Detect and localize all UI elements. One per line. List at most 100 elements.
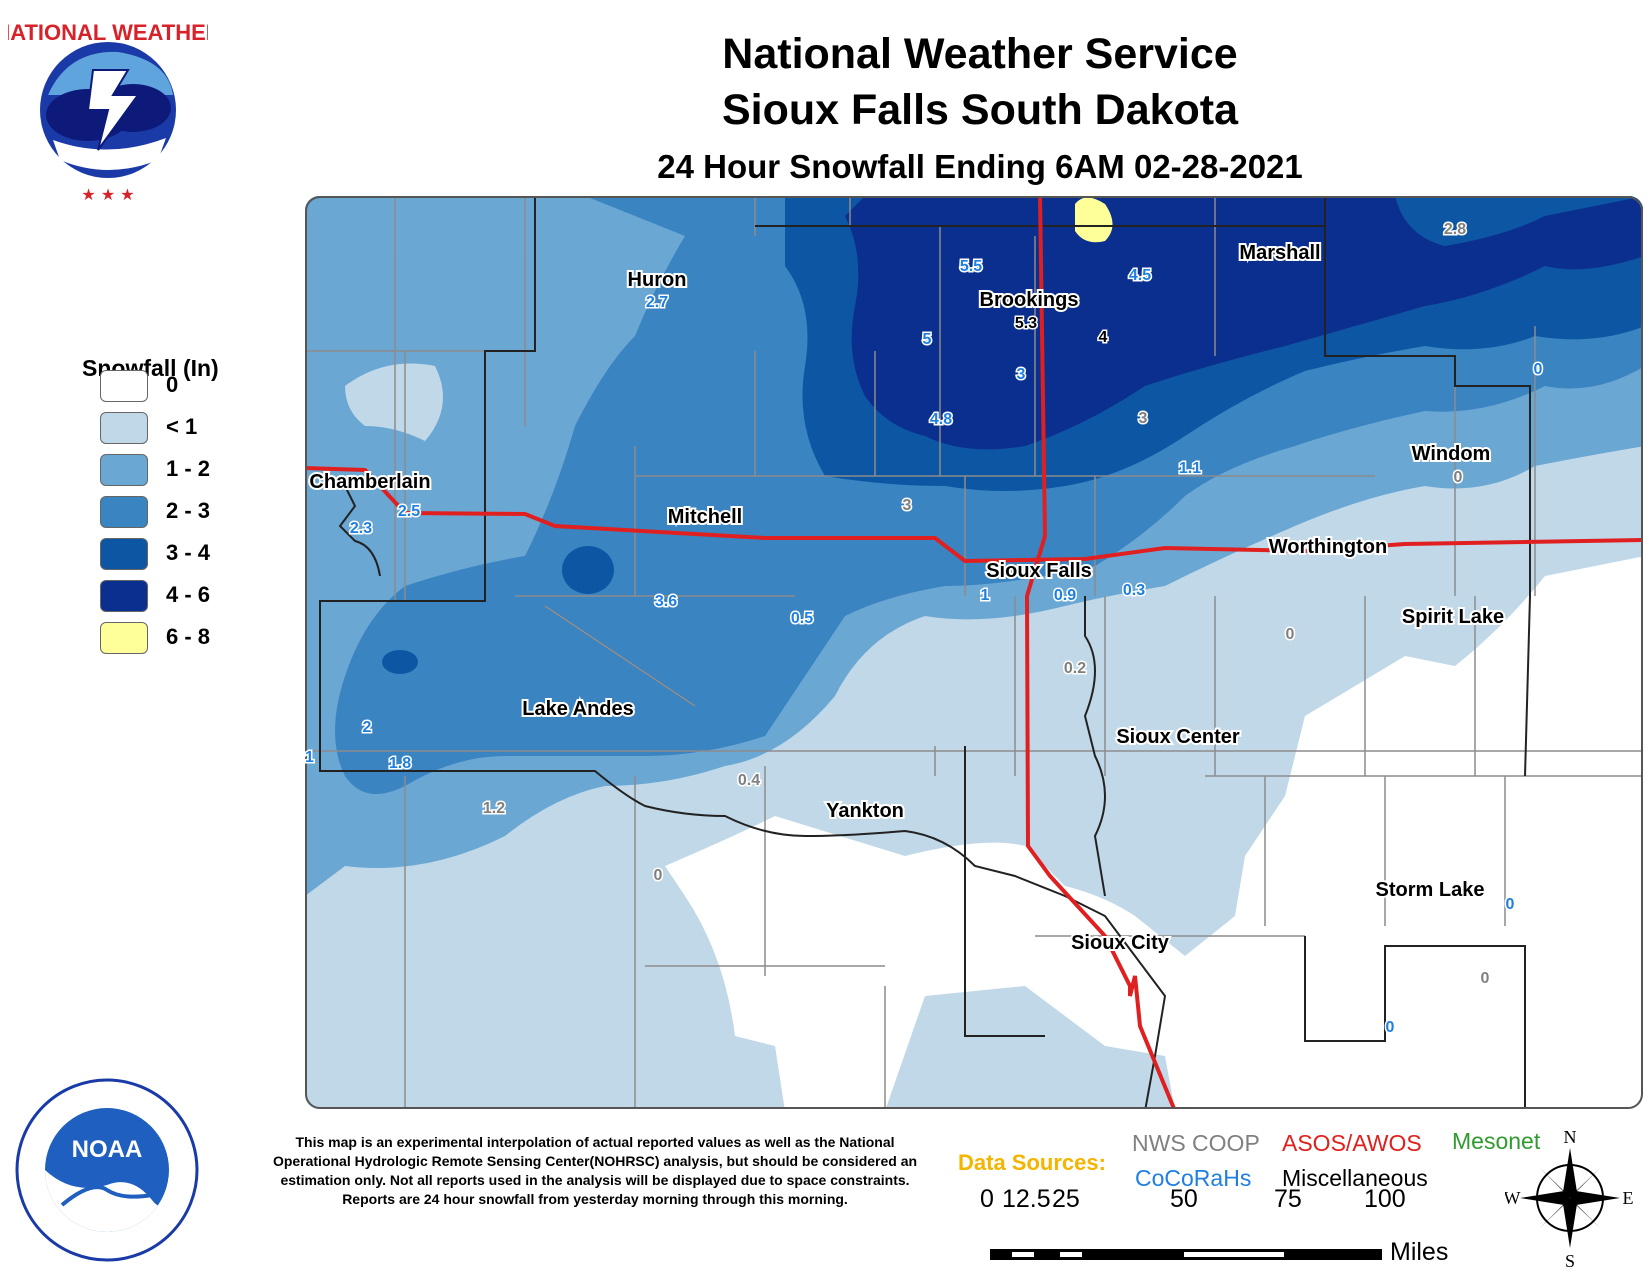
disclaimer-text: This map is an experimental interpolatio… bbox=[272, 1134, 918, 1207]
snowfall-report-value: 0 bbox=[1534, 361, 1543, 378]
svg-text:★ ★ ★: ★ ★ ★ bbox=[81, 185, 134, 204]
scale-tick-label: 100 bbox=[1364, 1185, 1406, 1213]
legend-item: 2 - 3 bbox=[100, 496, 260, 528]
snowfall-report-value: 4.5 bbox=[1129, 267, 1151, 284]
snowfall-reports: 2.7 5.5 4.5 2.8 5.3 5 4 3 0 4.8 3 1.1 0 2.5 2.3 3 1 0.9 0.… bbox=[305, 220, 1544, 1038]
snowfall-report-value: 3 bbox=[903, 497, 912, 514]
nws-logo: NATIONAL WEATHER ★ ★ ★ bbox=[8, 15, 208, 205]
legend-swatch bbox=[100, 538, 148, 570]
snowfall-report-value: 0.9 bbox=[1054, 587, 1076, 604]
snow-band-6-8 bbox=[1075, 197, 1113, 243]
snowfall-report-value: 3 bbox=[1017, 366, 1026, 383]
scale-tick-label: 50 bbox=[1170, 1185, 1198, 1213]
snowfall-report-value: 2.3 bbox=[350, 520, 372, 537]
snowfall-report-value: 0 bbox=[654, 867, 663, 884]
scale-bar bbox=[990, 1249, 1382, 1260]
legend-item: 0 bbox=[100, 370, 260, 402]
data-source-label: Miscellaneous bbox=[1282, 1165, 1428, 1191]
city-label: Sioux Falls bbox=[986, 560, 1092, 582]
scale-bar-labels: 0 12.5 25 50 75 100 bbox=[980, 1185, 1406, 1217]
legend-label: 2 - 3 bbox=[166, 498, 211, 523]
snowfall-report-value: 2.5 bbox=[398, 503, 420, 520]
snowfall-report-value: 0 bbox=[1481, 970, 1490, 987]
snowfall-report-value: 1 bbox=[981, 587, 990, 604]
city-label: Lake Andes bbox=[522, 698, 634, 720]
city-labels: Huron Brookings Marshall Chamberlain Mitchel… bbox=[307, 240, 1506, 956]
compass-w: W bbox=[1505, 1188, 1521, 1208]
legend-swatch bbox=[100, 370, 148, 402]
legend-item: < 1 bbox=[100, 412, 260, 444]
compass-rose: N S E W bbox=[1505, 1130, 1634, 1270]
legend-label: 1 - 2 bbox=[166, 456, 211, 481]
scale-tick-label: 25 bbox=[1052, 1185, 1080, 1213]
legend-label: 0 bbox=[166, 372, 179, 397]
noaa-logo-text: NOAA bbox=[72, 1136, 143, 1163]
city-label: Sioux Center bbox=[1116, 726, 1240, 748]
map-frame bbox=[305, 196, 1643, 1109]
snowfall-report-value: 0.4 bbox=[738, 772, 760, 789]
data-source-label: ASOS/AWOS bbox=[1282, 1130, 1422, 1156]
page-title: National Weather Service bbox=[722, 30, 1238, 78]
snowfall-report-value: 5.3 bbox=[1015, 315, 1037, 332]
scale-unit: Miles bbox=[1390, 1238, 1449, 1266]
legend-item: 4 - 6 bbox=[100, 580, 260, 612]
page-title-office: Sioux Falls South Dakota bbox=[721, 86, 1239, 134]
city-label: Yankton bbox=[826, 800, 904, 822]
city-label: Sioux City bbox=[1071, 932, 1170, 954]
snowfall-report-value: 2.7 bbox=[646, 294, 668, 311]
legend-swatch bbox=[100, 580, 148, 612]
snowfall-map: Huron Brookings Marshall Chamberlain Mitchel… bbox=[305, 196, 1643, 1109]
legend-swatch bbox=[100, 412, 148, 444]
page-subtitle: 24 Hour Snowfall Ending 6AM 02-28-2021 bbox=[657, 148, 1303, 185]
snowfall-report-value: 1.1 bbox=[1179, 460, 1201, 477]
compass-n: N bbox=[1564, 1130, 1577, 1147]
snowfall-report-value: 2 bbox=[363, 719, 372, 736]
scale-tick-label: 0 bbox=[980, 1185, 994, 1213]
data-source-label: NWS COOP bbox=[1132, 1130, 1260, 1156]
noaa-logo: NOAA bbox=[15, 1078, 199, 1262]
legend-item: 3 - 4 bbox=[100, 538, 260, 570]
state-boundaries bbox=[319, 196, 1531, 1109]
snowfall-report-value: 3 bbox=[1139, 410, 1148, 427]
legend-label: 4 - 6 bbox=[166, 582, 211, 607]
snowfall-report-value: 1.2 bbox=[483, 800, 505, 817]
snowfall-report-value: 0 bbox=[1286, 626, 1295, 643]
snowfall-report-value: 0 bbox=[1454, 469, 1463, 486]
nws-logo-top-text: NATIONAL WEATHER bbox=[8, 20, 208, 45]
compass-e: E bbox=[1623, 1188, 1634, 1208]
legend-swatch bbox=[100, 454, 148, 486]
legend-label: < 1 bbox=[166, 414, 198, 439]
snowfall-report-value: 1.8 bbox=[389, 755, 411, 772]
legend-label: 6 - 8 bbox=[166, 624, 211, 649]
scale-tick-label: 75 bbox=[1274, 1185, 1302, 1213]
snowfall-report-value: 5 bbox=[923, 331, 932, 348]
legend-swatch bbox=[100, 622, 148, 654]
legend-swatch bbox=[100, 496, 148, 528]
city-label: Storm Lake bbox=[1376, 879, 1485, 901]
legend-label: 3 - 4 bbox=[166, 540, 211, 565]
snowfall-report-value: 3.6 bbox=[655, 593, 677, 610]
snowfall-report-value: 0.2 bbox=[1064, 660, 1086, 677]
data-sources-title: Data Sources: bbox=[958, 1150, 1106, 1175]
city-label: Mitchell bbox=[668, 506, 742, 528]
city-label: Worthington bbox=[1269, 536, 1387, 558]
snowfall-report-value: 4 bbox=[1099, 329, 1108, 346]
snowfall-report-value: 5.5 bbox=[960, 258, 982, 275]
snowfall-report-value: 0.5 bbox=[791, 610, 813, 627]
city-label: Brookings bbox=[980, 289, 1079, 311]
scale-tick-label: 12.5 bbox=[1002, 1185, 1051, 1213]
snowfall-report-value: 4.8 bbox=[930, 411, 952, 428]
snowfall-report-value: 2.8 bbox=[1444, 221, 1466, 238]
data-source-label: CoCoRaHs bbox=[1135, 1165, 1252, 1191]
legend-item: 1 - 2 bbox=[100, 454, 260, 486]
legend-item: 6 - 8 bbox=[100, 622, 260, 654]
city-label: Chamberlain bbox=[309, 471, 430, 493]
county-boundaries bbox=[305, 196, 1643, 1109]
snowfall-report-value: 0 bbox=[1506, 896, 1515, 913]
city-label: Windom bbox=[1412, 443, 1491, 465]
snowfall-report-value: 0.3 bbox=[1123, 582, 1145, 599]
snow-band-4-6 bbox=[845, 196, 1643, 450]
compass-s: S bbox=[1565, 1251, 1575, 1270]
snowfall-report-value: 1 bbox=[305, 749, 314, 766]
snow-band-zero bbox=[665, 556, 1643, 1109]
